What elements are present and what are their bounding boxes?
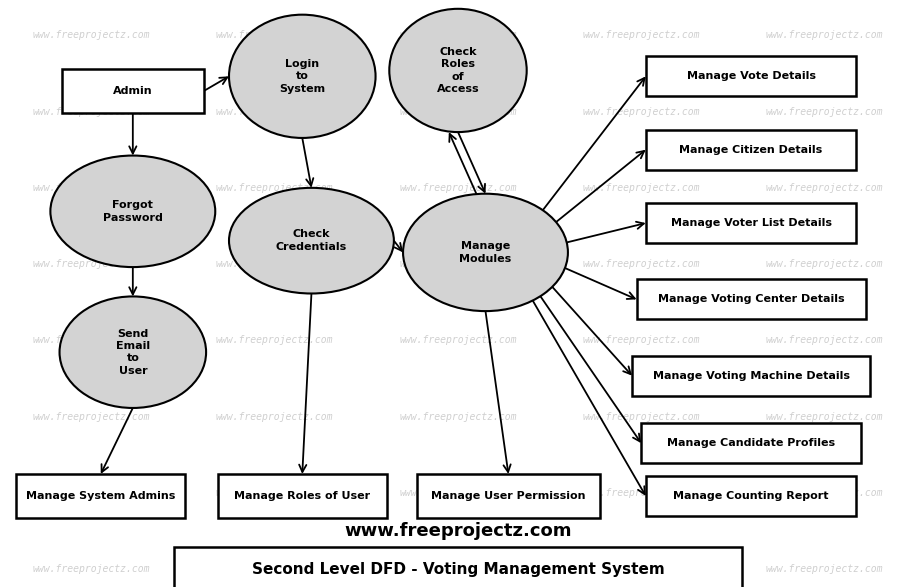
Text: www.freeprojectz.com: www.freeprojectz.com	[766, 259, 883, 269]
Text: www.freeprojectz.com: www.freeprojectz.com	[399, 335, 517, 346]
Text: www.freeprojectz.com: www.freeprojectz.com	[216, 30, 333, 41]
Text: www.freeprojectz.com: www.freeprojectz.com	[216, 335, 333, 346]
Ellipse shape	[403, 194, 568, 311]
Text: www.freeprojectz.com: www.freeprojectz.com	[583, 564, 700, 575]
Text: www.freeprojectz.com: www.freeprojectz.com	[766, 564, 883, 575]
Text: www.freeprojectz.com: www.freeprojectz.com	[583, 335, 700, 346]
Text: www.freeprojectz.com: www.freeprojectz.com	[583, 259, 700, 269]
Text: www.freeprojectz.com: www.freeprojectz.com	[216, 259, 333, 269]
Text: www.freeprojectz.com: www.freeprojectz.com	[33, 106, 150, 117]
Bar	[174, 547, 742, 587]
Text: www.freeprojectz.com: www.freeprojectz.com	[766, 106, 883, 117]
Text: www.freeprojectz.com: www.freeprojectz.com	[33, 411, 150, 422]
Text: www.freeprojectz.com: www.freeprojectz.com	[583, 30, 700, 41]
Text: www.freeprojectz.com: www.freeprojectz.com	[33, 335, 150, 346]
Text: Send
Email
to
User: Send Email to User	[115, 329, 150, 376]
Text: www.freeprojectz.com: www.freeprojectz.com	[399, 183, 517, 193]
Bar	[641, 423, 861, 463]
Text: www.freeprojectz.com: www.freeprojectz.com	[33, 30, 150, 41]
Text: Manage Citizen Details: Manage Citizen Details	[680, 144, 823, 155]
Text: www.freeprojectz.com: www.freeprojectz.com	[216, 106, 333, 117]
Ellipse shape	[229, 188, 394, 294]
Text: www.freeprojectz.com: www.freeprojectz.com	[583, 488, 700, 498]
Text: Manage Roles of User: Manage Roles of User	[234, 491, 370, 501]
Text: www.freeprojectz.com: www.freeprojectz.com	[399, 106, 517, 117]
Bar	[61, 69, 203, 113]
Text: Manage Candidate Profiles: Manage Candidate Profiles	[667, 438, 835, 448]
Text: www.freeprojectz.com: www.freeprojectz.com	[33, 564, 150, 575]
Text: www.freeprojectz.com: www.freeprojectz.com	[399, 30, 517, 41]
Text: www.freeprojectz.com: www.freeprojectz.com	[216, 183, 333, 193]
Text: www.freeprojectz.com: www.freeprojectz.com	[33, 183, 150, 193]
Text: Check
Credentials: Check Credentials	[276, 230, 347, 252]
Text: Check
Roles
of
Access: Check Roles of Access	[437, 47, 479, 94]
Text: www.freeprojectz.com: www.freeprojectz.com	[399, 411, 517, 422]
Text: Manage User Permission: Manage User Permission	[431, 491, 585, 501]
Text: Manage Voter List Details: Manage Voter List Details	[671, 218, 832, 228]
Ellipse shape	[389, 9, 527, 132]
Bar	[646, 56, 856, 96]
Ellipse shape	[229, 15, 376, 138]
Bar	[646, 203, 856, 243]
Text: Login
to
System: Login to System	[279, 59, 325, 94]
Text: www.freeprojectz.com: www.freeprojectz.com	[583, 411, 700, 422]
Bar	[16, 474, 185, 518]
Text: Manage Counting Report: Manage Counting Report	[673, 491, 829, 501]
Text: Second Level DFD - Voting Management System: Second Level DFD - Voting Management Sys…	[252, 562, 664, 577]
Bar	[646, 476, 856, 516]
Text: Manage Vote Details: Manage Vote Details	[687, 71, 815, 82]
Text: www.freeprojectz.com: www.freeprojectz.com	[766, 335, 883, 346]
Text: www.freeprojectz.com: www.freeprojectz.com	[399, 488, 517, 498]
Ellipse shape	[50, 156, 215, 267]
Text: www.freeprojectz.com: www.freeprojectz.com	[216, 411, 333, 422]
Text: Forgot
Password: Forgot Password	[103, 200, 163, 222]
Text: Manage System Admins: Manage System Admins	[26, 491, 176, 501]
Bar	[637, 279, 866, 319]
Text: www.freeprojectz.com: www.freeprojectz.com	[33, 488, 150, 498]
Text: www.freeprojectz.com: www.freeprojectz.com	[766, 488, 883, 498]
Text: www.freeprojectz.com: www.freeprojectz.com	[766, 183, 883, 193]
Text: www.freeprojectz.com: www.freeprojectz.com	[399, 564, 517, 575]
Bar	[646, 130, 856, 170]
Bar	[417, 474, 600, 518]
Text: www.freeprojectz.com: www.freeprojectz.com	[583, 183, 700, 193]
Text: Manage
Modules: Manage Modules	[459, 241, 512, 264]
Text: www.freeprojectz.com: www.freeprojectz.com	[583, 106, 700, 117]
Text: www.freeprojectz.com: www.freeprojectz.com	[399, 259, 517, 269]
Ellipse shape	[60, 296, 206, 408]
Bar	[218, 474, 387, 518]
Text: www.freeprojectz.com: www.freeprojectz.com	[766, 30, 883, 41]
Text: www.freeprojectz.com: www.freeprojectz.com	[216, 564, 333, 575]
Text: www.freeprojectz.com: www.freeprojectz.com	[216, 488, 333, 498]
Text: Manage Voting Machine Details: Manage Voting Machine Details	[652, 370, 850, 381]
Text: www.freeprojectz.com: www.freeprojectz.com	[344, 522, 572, 540]
Text: www.freeprojectz.com: www.freeprojectz.com	[766, 411, 883, 422]
Text: Manage Voting Center Details: Manage Voting Center Details	[658, 294, 845, 305]
Text: Admin: Admin	[113, 86, 153, 96]
Bar	[632, 356, 870, 396]
Text: www.freeprojectz.com: www.freeprojectz.com	[33, 259, 150, 269]
